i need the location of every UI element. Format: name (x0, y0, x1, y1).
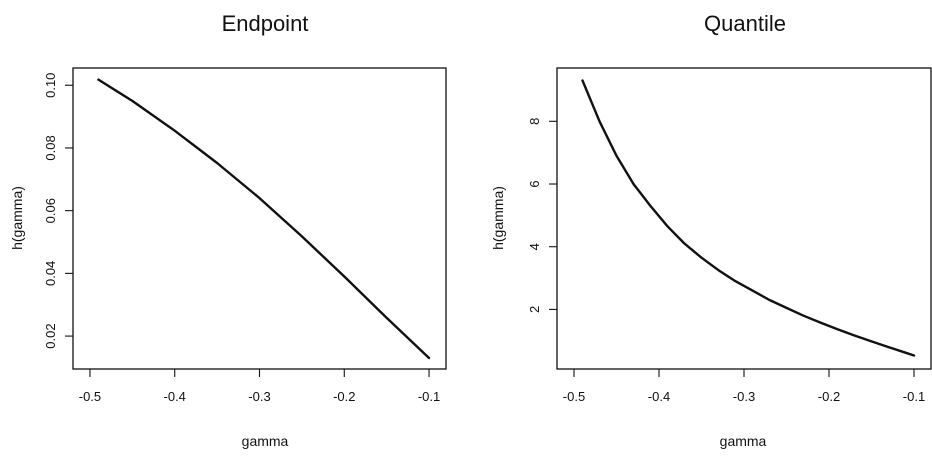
quantile-title: Quantile (704, 11, 786, 36)
endpoint-y-tick-label: 0.04 (43, 261, 58, 286)
endpoint-x-axis-label: gamma (242, 433, 289, 449)
endpoint-curve (97, 78, 431, 360)
quantile-y-axis-label: h(gamma) (490, 186, 506, 250)
endpoint-title: Endpoint (222, 11, 309, 36)
quantile-ticks: -0.5 -0.4 -0.3 -0.2 -0.1 2 4 6 8 (527, 118, 925, 404)
quantile-x-axis-label: gamma (720, 433, 767, 449)
quantile-x-tick-label: -0.3 (733, 389, 755, 404)
quantile-x-tick-label: -0.2 (818, 389, 840, 404)
quantile-y-tick-label: 8 (527, 118, 542, 125)
endpoint-x-tick-label: -0.3 (248, 389, 270, 404)
endpoint-x-tick-label: -0.1 (418, 389, 440, 404)
endpoint-y-tick-label: 0.10 (43, 73, 58, 98)
quantile-y-tick-label: 2 (527, 306, 542, 313)
endpoint-panel: Endpoint gamma h(gamma) -0.5 -0.4 -0.3 -0.2… (9, 11, 447, 449)
endpoint-y-tick-label: 0.06 (43, 198, 58, 223)
endpoint-x-tick-label: -0.4 (164, 389, 186, 404)
endpoint-y-axis-label: h(gamma) (9, 186, 25, 250)
endpoint-y-tick-label: 0.08 (43, 135, 58, 160)
quantile-x-tick-label: -0.5 (563, 389, 585, 404)
quantile-y-tick-label: 6 (527, 180, 542, 187)
quantile-y-tick-label: 4 (527, 243, 542, 250)
endpoint-x-tick-label: -0.5 (79, 389, 101, 404)
quantile-curve (581, 79, 916, 357)
endpoint-y-tick-label: 0.02 (43, 323, 58, 348)
endpoint-x-tick-label: -0.2 (333, 389, 355, 404)
endpoint-ticks: -0.5 -0.4 -0.3 -0.2 -0.1 0.02 0.04 0.06 0.08 0.10 (43, 73, 440, 404)
quantile-x-tick-label: -0.4 (648, 389, 670, 404)
quantile-panel: Quantile gamma h(gamma) -0.5 -0.4 -0.3 -0.2… (490, 11, 932, 449)
quantile-x-tick-label: -0.1 (903, 389, 925, 404)
endpoint-plot-frame (72, 67, 447, 370)
quantile-plot-frame (556, 67, 932, 370)
